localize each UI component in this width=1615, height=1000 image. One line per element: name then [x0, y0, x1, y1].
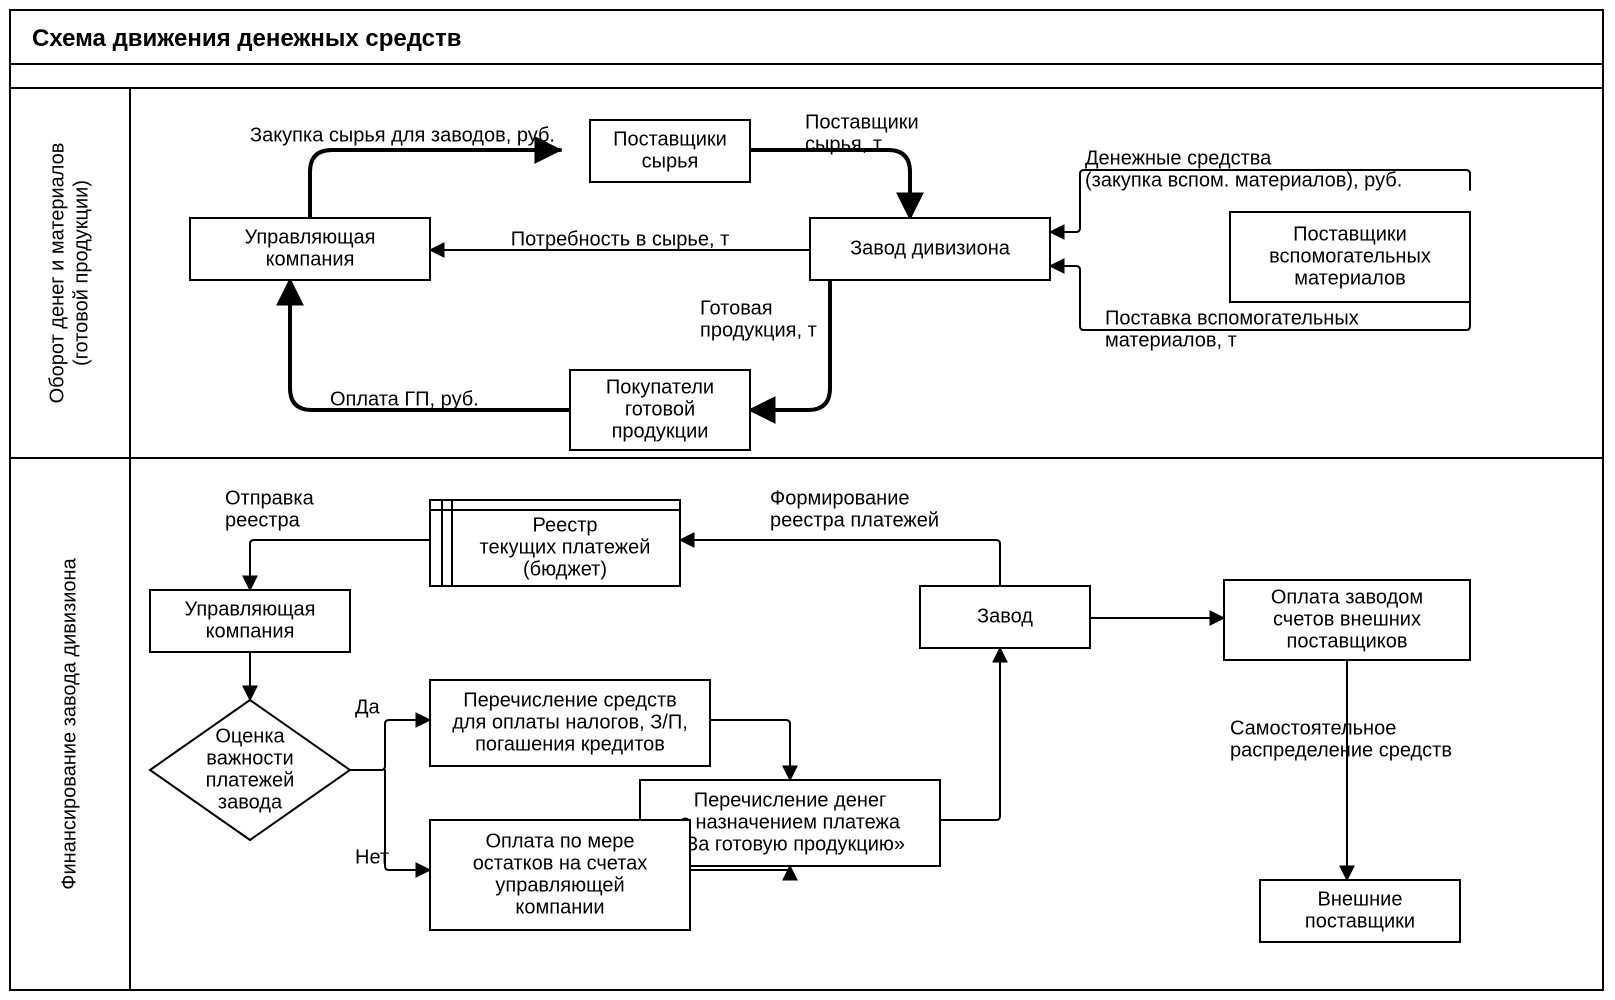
svg-text:поставщики: поставщики	[1305, 910, 1415, 932]
edge-label-e5: Оплата ГП, руб.	[330, 388, 479, 410]
svg-text:компания: компания	[206, 620, 295, 642]
svg-text:Завод дивизиона: Завод дивизиона	[850, 237, 1011, 259]
svg-text:текущих платежей: текущих платежей	[480, 536, 651, 558]
edge-label-e1: Закупка сырья для заводов, руб.	[250, 124, 555, 146]
svg-text:Да: Да	[355, 696, 381, 718]
page-title: Схема движения денежных средств	[32, 25, 462, 52]
svg-text:Внешние: Внешние	[1318, 888, 1403, 910]
edge-label-e11: Да	[355, 696, 381, 718]
node-n_decision: Оценкаважностиплатежейзавода	[150, 700, 350, 840]
svg-text:Формирование: Формирование	[770, 487, 909, 509]
svg-text:реестра платежей: реестра платежей	[770, 509, 939, 531]
node-n_suppliers_aux: Поставщикивспомогательныхматериалов	[1230, 212, 1470, 302]
node-n_registry: Реестртекущих платежей(бюджет)	[430, 500, 680, 586]
node-n_mgmt: Управляющаякомпания	[190, 218, 430, 280]
node-n_buyers: Покупателиготовойпродукции	[570, 370, 750, 450]
node-n_ext_suppliers: Внешниепоставщики	[1260, 880, 1460, 942]
node-n_taxes: Перечисление средствдля оплаты налогов, …	[430, 680, 710, 766]
svg-text:Оборот денег и материалов: Оборот денег и материалов	[46, 143, 68, 404]
svg-text:материалов: материалов	[1294, 267, 1406, 289]
svg-text:Поставщики: Поставщики	[1293, 223, 1407, 245]
svg-text:распределение средств: распределение средств	[1230, 739, 1452, 761]
svg-text:Управляющая: Управляющая	[185, 598, 316, 620]
svg-text:Закупка сырья для заводов, руб: Закупка сырья для заводов, руб.	[250, 124, 555, 146]
diagram-page: Схема движения денежных средств Оборот де…	[0, 0, 1615, 1000]
edge-label-e3: Потребность в сырье, т	[511, 228, 730, 250]
edge-e8	[250, 540, 430, 590]
svg-text:Управляющая: Управляющая	[245, 226, 376, 248]
svg-text:компании: компании	[515, 896, 604, 918]
svg-text:продукция, т: продукция, т	[700, 319, 817, 341]
svg-text:Поставщики: Поставщики	[805, 111, 919, 133]
edge-e15	[940, 648, 1000, 820]
svg-text:вспомогательных: вспомогательных	[1269, 245, 1431, 267]
svg-text:погашения кредитов: погашения кредитов	[475, 733, 665, 755]
svg-text:Самостоятельное: Самостоятельное	[1230, 717, 1396, 739]
svg-text:компания: компания	[266, 248, 355, 270]
edge-e9	[680, 540, 1000, 586]
svg-text:Поставщики: Поставщики	[613, 128, 727, 150]
svg-text:Завод: Завод	[977, 605, 1033, 627]
svg-text:(готовой продукции): (готовой продукции)	[70, 180, 92, 366]
node-n_pay_balance: Оплата по мереостатков на счетахуправляю…	[430, 820, 690, 930]
edge-e1	[310, 150, 560, 218]
svg-text:Перечисление денег: Перечисление денег	[694, 789, 887, 811]
svg-text:для оплаты налогов, З/П,: для оплаты налогов, З/П,	[452, 711, 688, 733]
edge-e2	[750, 150, 910, 218]
svg-text:материалов, т: материалов, т	[1105, 329, 1237, 351]
svg-text:Потребность в сырье, т: Потребность в сырье, т	[511, 228, 730, 250]
svg-text:реестра: реестра	[225, 509, 301, 531]
node-n_plant2: Завод	[920, 586, 1090, 648]
svg-text:Отправка: Отправка	[225, 487, 315, 509]
svg-text:Реестр: Реестр	[533, 514, 598, 536]
node-n_suppliers_raw: Поставщикисырья	[590, 120, 750, 182]
row-label-financing: Финансирование завода дивизиона	[58, 557, 80, 889]
edge-e13	[710, 720, 790, 780]
svg-text:сырья, т: сырья, т	[805, 133, 882, 155]
svg-text:управляющей: управляющей	[495, 874, 624, 896]
svg-text:Оплата по мере: Оплата по мере	[486, 830, 635, 852]
svg-text:(закупка вспом. материалов), р: (закупка вспом. материалов), руб.	[1085, 169, 1402, 191]
svg-text:важности: важности	[206, 747, 293, 769]
edge-e12	[385, 770, 430, 870]
svg-text:Перечисление средств: Перечисление средств	[463, 689, 677, 711]
node-n_mgmt2: Управляющаякомпания	[150, 590, 350, 652]
edge-label-e17: Самостоятельноераспределение средств	[1230, 717, 1452, 761]
svg-text:готовой: готовой	[625, 398, 695, 420]
svg-text:(бюджет): (бюджет)	[523, 558, 607, 580]
svg-text:Готовая: Готовая	[700, 297, 773, 319]
flowchart-canvas: Схема движения денежных средств Оборот де…	[0, 0, 1615, 1000]
svg-text:Нет: Нет	[355, 846, 389, 868]
edge-e11	[350, 720, 430, 770]
svg-text:Оценка: Оценка	[215, 725, 285, 747]
svg-text:Поставка вспомогательных: Поставка вспомогательных	[1105, 307, 1359, 329]
svg-text:Покупатели: Покупатели	[606, 376, 714, 398]
svg-text:Оплата ГП, руб.: Оплата ГП, руб.	[330, 388, 479, 410]
svg-text:Оплата заводом: Оплата заводом	[1271, 586, 1423, 608]
node-n_pay_ext: Оплата заводомсчетов внешнихпоставщиков	[1224, 580, 1470, 660]
svg-text:платежей: платежей	[206, 769, 295, 791]
svg-text:остатков на счетах: остатков на счетах	[473, 852, 648, 874]
svg-text:Финансирование завода дивизион: Финансирование завода дивизиона	[58, 557, 80, 889]
row-label-turnover: Оборот денег и материалов(готовой продук…	[46, 143, 92, 404]
edge-label-e6: Денежные средства(закупка вспом. материа…	[1085, 147, 1402, 191]
edge-label-e12: Нет	[355, 846, 389, 868]
svg-text:«За готовую продукцию»: «За готовую продукцию»	[675, 833, 905, 855]
edge-label-e4: Готоваяпродукция, т	[700, 297, 817, 341]
svg-text:счетов внешних: счетов внешних	[1273, 608, 1421, 630]
svg-text:Денежные средства: Денежные средства	[1085, 147, 1272, 169]
svg-text:сырья: сырья	[642, 150, 699, 172]
edge-label-e8: Отправкареестра	[225, 487, 315, 531]
node-n_plant_div: Завод дивизиона	[810, 218, 1050, 280]
edge-label-e9: Формированиереестра платежей	[770, 487, 939, 531]
svg-text:завода: завода	[218, 791, 283, 813]
svg-text:поставщиков: поставщиков	[1287, 630, 1408, 652]
svg-text:с назначением платежа: с назначением платежа	[680, 811, 901, 833]
svg-text:продукции: продукции	[612, 420, 709, 442]
edge-label-e2: Поставщикисырья, т	[805, 111, 919, 155]
